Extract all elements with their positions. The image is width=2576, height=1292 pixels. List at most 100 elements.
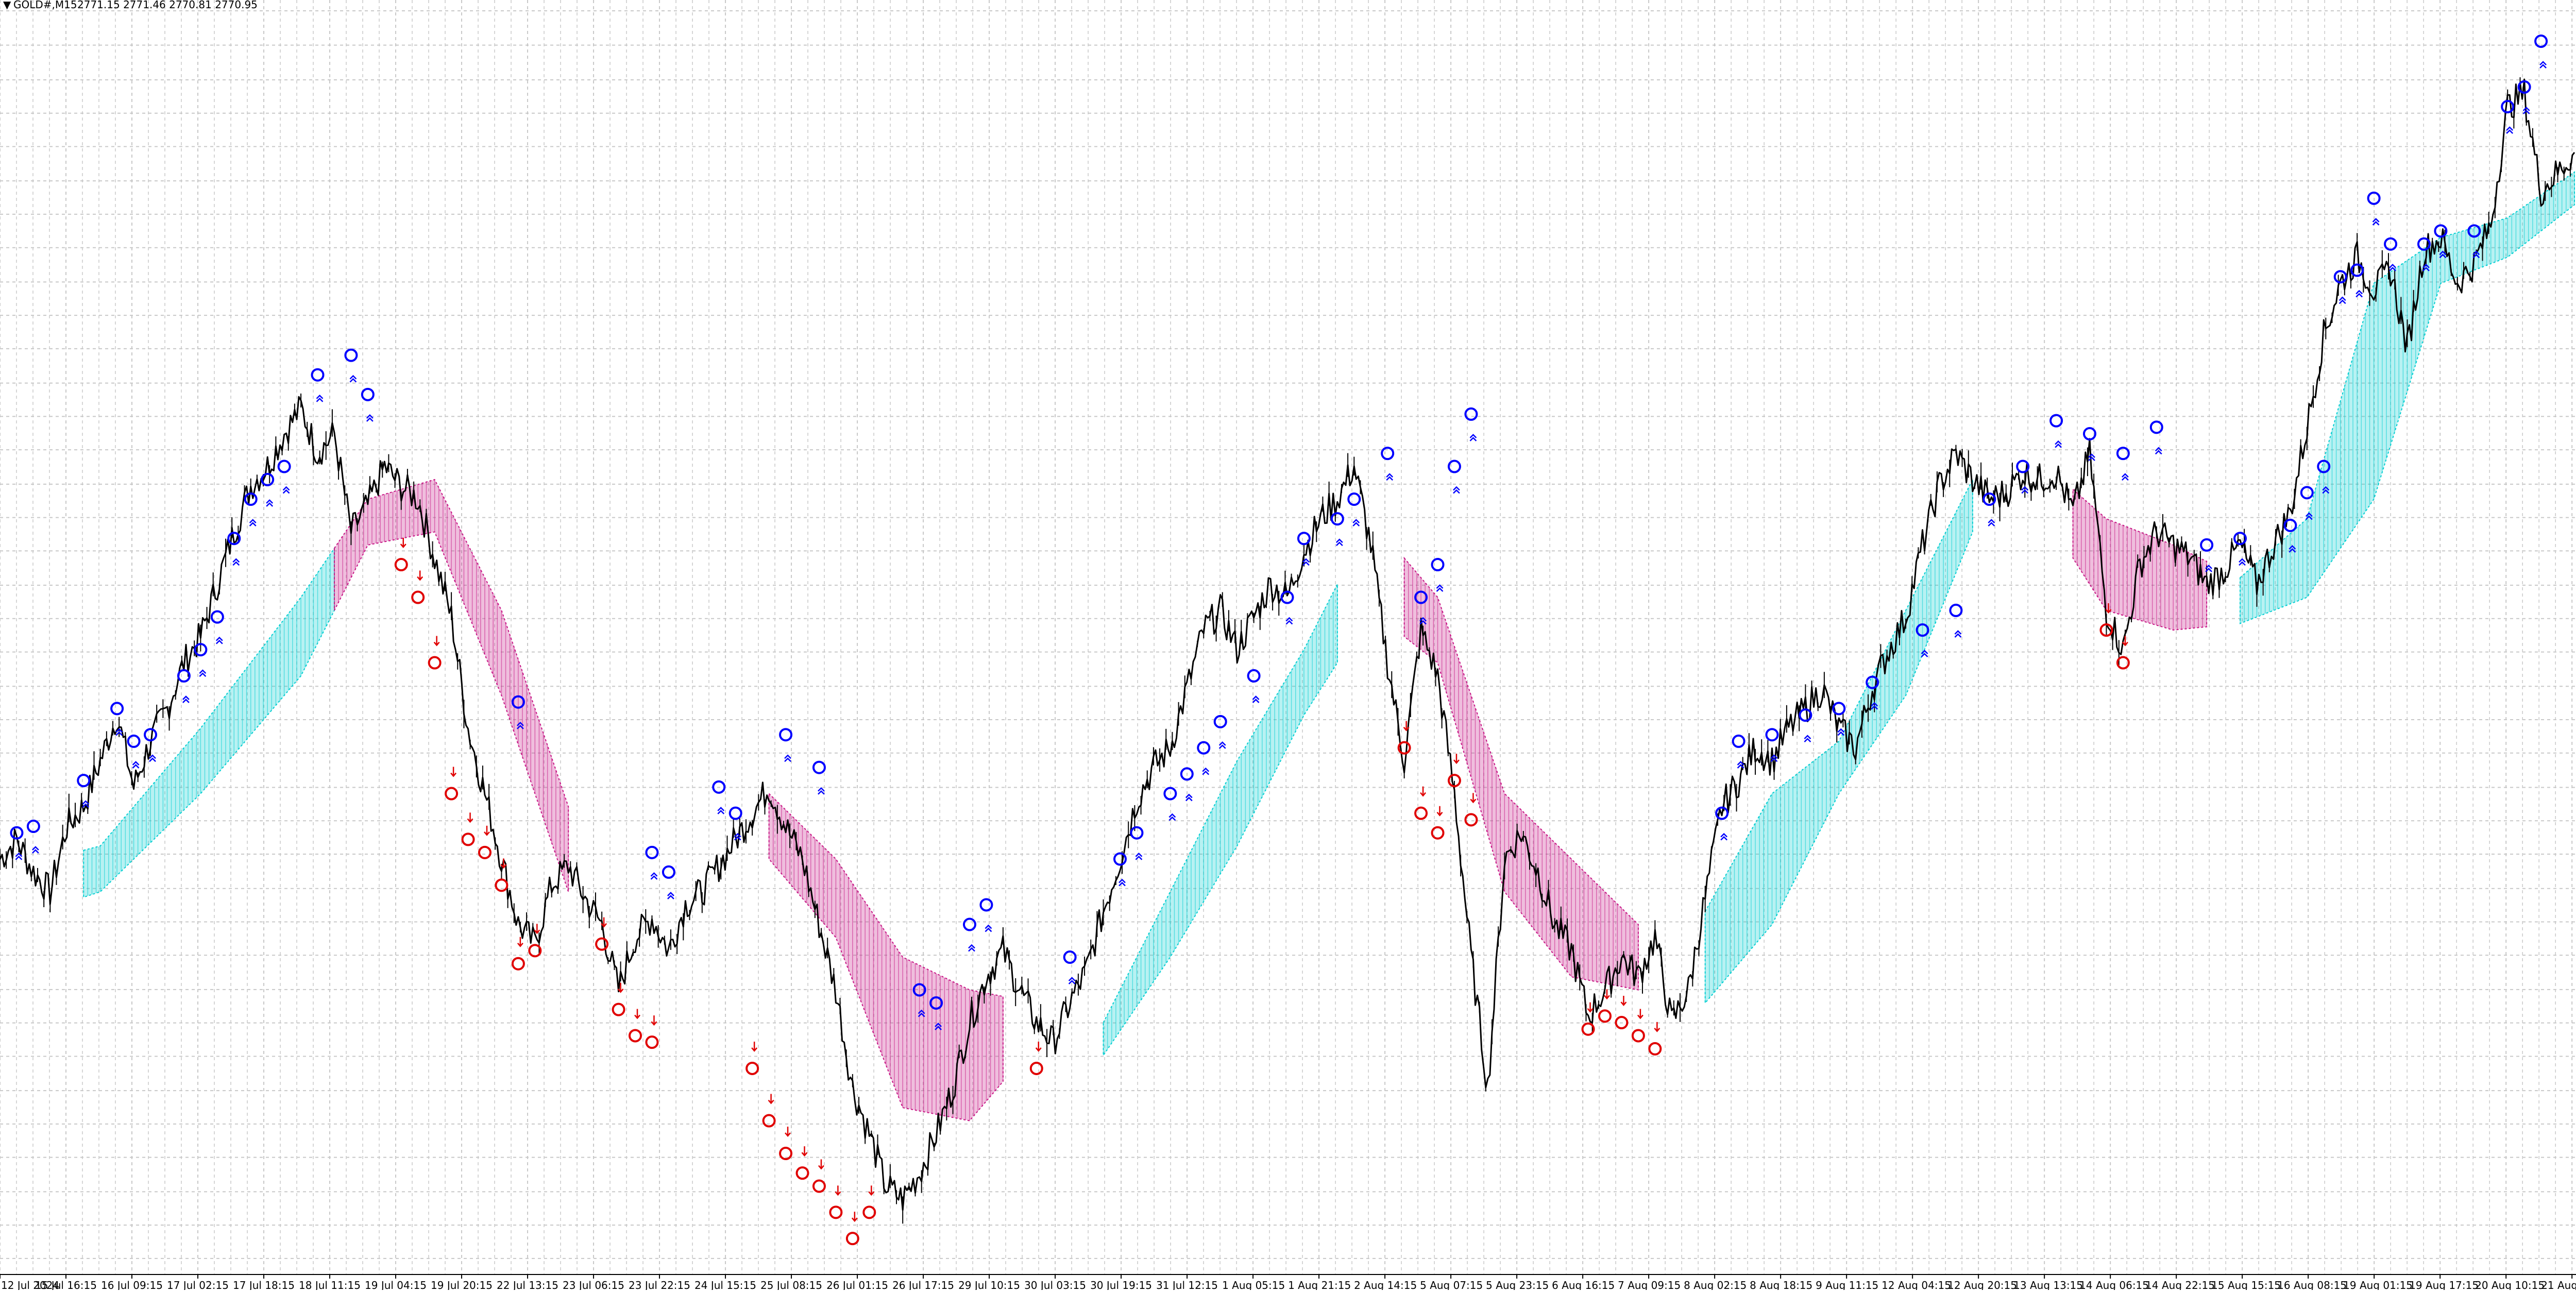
arrow-down-icon xyxy=(1453,754,1460,764)
arrow-down-icon xyxy=(417,570,423,581)
signal-down-marker xyxy=(478,845,492,859)
arrow-down-icon xyxy=(467,812,473,823)
signal-down-marker xyxy=(1598,1009,1612,1023)
signal-up-marker xyxy=(277,460,291,473)
signal-up-marker xyxy=(77,774,91,788)
double-chevron-up-icon xyxy=(1302,558,1310,566)
double-chevron-up-icon xyxy=(1804,735,1811,743)
signal-up-marker xyxy=(244,492,258,506)
double-chevron-up-icon xyxy=(2522,107,2530,114)
signal-down-marker xyxy=(1615,1016,1629,1030)
signal-up-marker xyxy=(2501,100,2515,114)
double-chevron-up-icon xyxy=(1168,813,1176,821)
arrow-down-icon xyxy=(534,924,540,934)
x-tick-label: 23 Jul 06:15 xyxy=(563,1279,624,1290)
x-tick-label: 19 Aug 17:15 xyxy=(2409,1279,2479,1290)
signal-down-marker xyxy=(511,957,525,971)
double-chevron-up-icon xyxy=(132,761,140,769)
x-tick-label: 8 Aug 18:15 xyxy=(1750,1279,1812,1290)
signal-up-marker xyxy=(779,728,793,742)
signal-up-marker xyxy=(26,820,40,834)
double-chevron-up-icon xyxy=(1419,617,1427,625)
double-chevron-up-icon xyxy=(1954,630,1962,638)
signal-up-marker xyxy=(2200,538,2214,552)
double-chevron-up-icon xyxy=(717,807,725,814)
arrow-down-icon xyxy=(2105,603,2112,614)
signal-down-marker xyxy=(629,1029,642,1043)
double-chevron-up-icon xyxy=(149,754,156,762)
x-tick-label: 12 Jul 2024 xyxy=(1,1279,59,1290)
arrow-down-icon xyxy=(617,982,624,993)
collapse-arrow-icon[interactable]: ▼ xyxy=(3,0,11,11)
arrow-down-icon xyxy=(1470,793,1477,804)
signal-down-marker xyxy=(1029,1061,1043,1075)
arrow-down-icon xyxy=(484,825,490,836)
signal-up-marker xyxy=(361,387,375,401)
signal-up-marker xyxy=(10,826,24,840)
double-chevron-up-icon xyxy=(2088,453,2095,461)
x-tick-label: 1 Aug 21:15 xyxy=(1288,1279,1351,1290)
signal-down-marker xyxy=(428,656,442,670)
x-tick-label: 22 Jul 13:15 xyxy=(497,1279,558,1290)
double-chevron-up-icon xyxy=(1988,519,1995,526)
double-chevron-up-icon xyxy=(2322,486,2330,494)
signal-up-marker xyxy=(2116,447,2130,461)
signal-up-marker xyxy=(2016,460,2030,473)
signal-down-marker xyxy=(1631,1029,1645,1043)
double-chevron-up-icon xyxy=(2422,263,2430,271)
double-chevron-up-icon xyxy=(1252,695,1260,703)
double-chevron-up-icon xyxy=(1285,617,1293,625)
double-chevron-up-icon xyxy=(2289,545,2296,553)
double-chevron-up-icon xyxy=(1737,761,1744,769)
arrow-down-icon xyxy=(1654,1022,1660,1032)
signal-up-marker xyxy=(1180,767,1194,781)
signal-up-marker xyxy=(1431,558,1445,572)
x-tick-label: 19 Jul 04:15 xyxy=(365,1279,427,1290)
double-chevron-up-icon xyxy=(1386,473,1394,481)
double-chevron-up-icon xyxy=(935,1023,942,1030)
signal-up-marker xyxy=(1130,826,1144,840)
double-chevron-up-icon xyxy=(2472,250,2480,259)
double-chevron-up-icon xyxy=(2305,512,2313,520)
x-tick-label: 7 Aug 09:15 xyxy=(1618,1279,1681,1290)
x-tick-label: 12 Aug 04:15 xyxy=(1882,1279,1951,1290)
signal-up-marker xyxy=(1765,728,1779,742)
signal-up-marker xyxy=(1113,852,1127,866)
x-tick-label: 14 Aug 22:15 xyxy=(2145,1279,2215,1290)
double-chevron-up-icon xyxy=(1135,852,1143,860)
double-chevron-up-icon xyxy=(232,558,240,566)
double-chevron-up-icon xyxy=(2338,296,2346,304)
signal-down-marker xyxy=(1581,1022,1595,1036)
price-line xyxy=(0,78,2575,1211)
signal-up-marker xyxy=(962,917,976,931)
signal-up-marker xyxy=(511,695,525,709)
arrow-down-icon xyxy=(1620,996,1627,1006)
double-chevron-up-icon xyxy=(650,872,658,880)
signal-down-marker xyxy=(645,1035,659,1049)
signal-up-marker xyxy=(1280,590,1294,604)
signal-up-marker xyxy=(2434,224,2448,238)
signal-up-marker xyxy=(194,643,208,657)
double-chevron-up-icon xyxy=(918,1009,925,1017)
symbol-label: GOLD#,M15 xyxy=(13,0,77,11)
double-chevron-up-icon xyxy=(1118,878,1126,887)
signal-down-marker xyxy=(779,1147,793,1161)
signal-up-marker xyxy=(662,865,675,879)
signal-up-marker xyxy=(912,983,926,997)
signal-up-marker xyxy=(2049,414,2063,428)
arrow-down-icon xyxy=(1637,1009,1643,1019)
signal-up-marker xyxy=(812,760,826,774)
signal-up-marker xyxy=(1799,708,1812,722)
signal-up-marker xyxy=(929,996,943,1010)
signal-up-marker xyxy=(1163,787,1177,801)
double-chevron-up-icon xyxy=(2372,218,2380,226)
arrow-down-icon xyxy=(1587,1002,1594,1013)
signal-up-marker xyxy=(1866,675,1879,689)
double-chevron-up-icon xyxy=(82,800,90,808)
signal-down-marker xyxy=(745,1061,759,1075)
arrow-down-icon xyxy=(1403,721,1410,732)
